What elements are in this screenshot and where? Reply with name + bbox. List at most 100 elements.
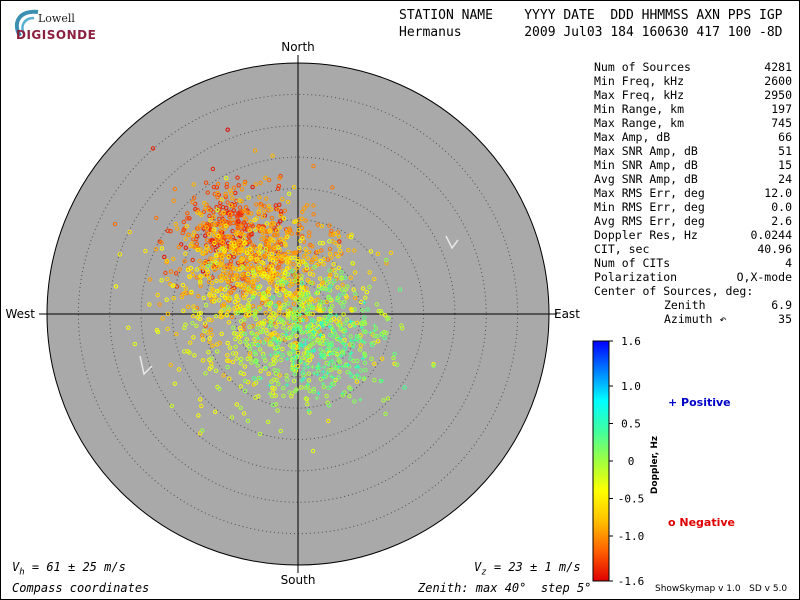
source-point (262, 204, 267, 209)
source-point (259, 236, 264, 242)
source-point (362, 315, 367, 320)
source-point (242, 181, 247, 187)
source-point (261, 290, 266, 296)
legend-positive-label: Positive (681, 396, 731, 409)
source-point (349, 232, 354, 238)
source-point (356, 365, 361, 370)
source-point (173, 221, 178, 227)
source-point (358, 321, 364, 326)
source-point (310, 305, 316, 311)
digisonde-logo (14, 9, 39, 37)
source-point (298, 312, 303, 317)
source-point (222, 295, 228, 300)
source-point (342, 299, 347, 304)
source-point (327, 239, 332, 244)
source-point (255, 363, 260, 368)
stat-row: Max RMS Err, deg 12.0 (594, 186, 792, 200)
stats-panel: Num of Sources 4281 Min Freq, kHz 2600 Max F… (594, 60, 792, 326)
source-point (272, 336, 277, 342)
source-point (274, 377, 279, 383)
source-point (208, 248, 213, 254)
source-point (331, 262, 336, 267)
source-point (171, 296, 176, 301)
source-point (276, 253, 281, 258)
colorbar-axis-label: Doppler, Hz (650, 436, 660, 494)
source-point (228, 284, 233, 289)
source-point (319, 281, 325, 286)
source-point (375, 339, 381, 344)
source-point (182, 259, 187, 264)
source-point (352, 248, 357, 253)
source-point (172, 186, 178, 192)
stat-row: Max Freq, kHz 2950 (594, 88, 792, 102)
source-point (304, 346, 309, 351)
source-point (270, 153, 275, 158)
source-point (207, 232, 212, 237)
source-point (229, 415, 235, 420)
source-point (310, 244, 315, 249)
source-point (312, 335, 317, 340)
source-point (343, 321, 348, 326)
source-point (220, 303, 225, 309)
source-point (132, 341, 138, 347)
source-point (399, 323, 404, 328)
source-point (181, 219, 187, 225)
source-point (221, 268, 226, 273)
source-point (289, 394, 294, 399)
source-point (353, 295, 358, 301)
source-point (225, 340, 230, 346)
source-point (228, 296, 233, 301)
source-point (267, 391, 272, 396)
source-point (182, 325, 187, 331)
source-point (255, 224, 261, 230)
source-point (202, 200, 207, 206)
source-point (159, 278, 164, 283)
source-point (221, 210, 226, 215)
source-point (342, 352, 347, 357)
source-point (318, 352, 323, 357)
source-point (391, 355, 396, 361)
source-point (265, 331, 270, 336)
source-point (257, 254, 262, 259)
source-point (287, 191, 292, 197)
source-point (360, 286, 366, 291)
source-point (271, 274, 277, 280)
source-point (237, 267, 243, 272)
source-point (306, 365, 311, 370)
source-point (290, 269, 295, 274)
source-point (203, 259, 208, 265)
source-point (211, 184, 217, 190)
source-point (280, 197, 285, 202)
stat-row-label: Doppler Res, Hz (594, 228, 698, 242)
source-point (309, 280, 314, 286)
source-point (207, 336, 212, 341)
source-point (239, 308, 244, 314)
source-point (369, 356, 374, 361)
source-point (260, 230, 265, 236)
source-point (285, 199, 291, 205)
source-point (325, 318, 330, 323)
source-point (242, 226, 247, 231)
source-point (209, 280, 215, 286)
source-point (298, 329, 303, 334)
source-point (295, 353, 300, 358)
source-point (307, 388, 312, 394)
source-point (286, 260, 292, 265)
source-point (176, 367, 182, 372)
stat-row-label: Max Amp, dB (594, 130, 671, 144)
source-point (282, 302, 287, 307)
source-point (207, 213, 212, 219)
source-point (246, 305, 251, 310)
source-point (318, 376, 324, 382)
source-point (332, 268, 337, 273)
source-point (260, 228, 265, 233)
source-point (324, 347, 329, 352)
source-point (324, 338, 329, 343)
source-point (320, 300, 326, 305)
source-point (164, 258, 170, 264)
source-point (260, 300, 265, 306)
source-point (258, 368, 263, 374)
source-point (306, 371, 311, 376)
source-point (275, 280, 281, 285)
source-point (392, 351, 397, 357)
